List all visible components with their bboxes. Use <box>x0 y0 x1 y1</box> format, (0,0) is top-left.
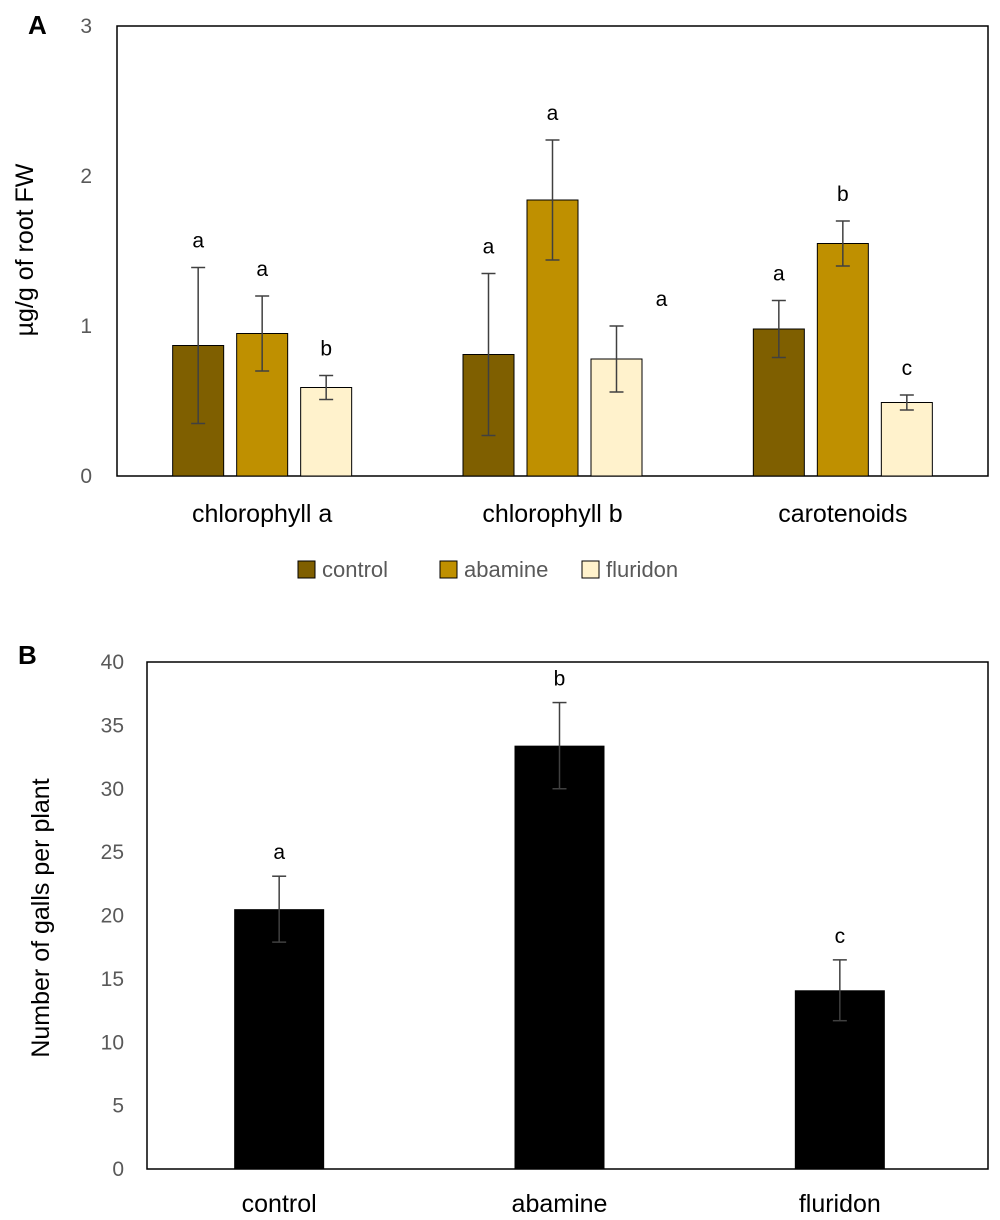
panel-b-y-ticks: 0 5 10 15 20 25 30 35 40 <box>101 651 124 1181</box>
panel-a-significance-letter: a <box>256 258 268 281</box>
panel-a-legend-item-abamine: abamine <box>439 557 548 582</box>
panel-a-legend-label: fluridon <box>606 557 678 582</box>
panel-b-letter: B <box>18 640 37 670</box>
panel-a-y-tick-label: 0 <box>80 465 92 488</box>
panel-a-bar-fluridon <box>300 387 353 477</box>
panel-a-error-bars <box>191 139 914 437</box>
panel-a-significance-letter: b <box>837 183 849 206</box>
panel-a-letter: A <box>28 10 47 40</box>
panel-b: B Number of galls per plant 0 5 10 15 20 25 30… <box>18 640 989 1218</box>
panel-a-legend-swatch <box>439 560 458 579</box>
panel-a-significance-letter: a <box>192 230 204 253</box>
panel-a-bar-abamine <box>526 199 579 477</box>
panel-a: A µg/g of root FW 0 1 2 3 a a b a a a a b c chlorop… <box>11 10 989 582</box>
panel-b-category-labels: control abamine fluridon <box>242 1190 881 1218</box>
panel-b-category-label: control <box>242 1190 317 1218</box>
panel-b-y-tick-label: 0 <box>112 1158 124 1181</box>
panel-b-category-label: abamine <box>512 1190 608 1218</box>
panel-a-y-axis-label: µg/g of root FW <box>11 163 39 336</box>
panel-a-y-ticks: 0 1 2 3 <box>80 15 92 488</box>
panel-a-significance-letter: c <box>902 357 913 380</box>
panel-b-y-tick-label: 15 <box>101 968 124 991</box>
panel-a-bars <box>172 199 933 477</box>
panel-b-significance-letter: b <box>554 668 566 691</box>
panel-a-significance-letter: a <box>656 288 668 311</box>
panel-b-bar <box>234 909 325 1169</box>
panel-b-category-label: fluridon <box>799 1190 881 1218</box>
panel-a-category-label: carotenoids <box>778 500 907 528</box>
panel-a-category-label: chlorophyll a <box>192 500 332 528</box>
panel-a-y-tick-label: 2 <box>80 165 92 188</box>
panel-a-legend-swatch <box>297 560 316 579</box>
panel-b-y-tick-label: 5 <box>112 1095 124 1118</box>
panel-a-legend-label: control <box>322 557 388 582</box>
panel-b-y-tick-label: 40 <box>101 651 124 674</box>
panel-a-y-tick-label: 3 <box>80 15 92 38</box>
panel-a-significance-letter: a <box>483 236 495 259</box>
panel-b-significance-letter: a <box>273 841 285 864</box>
panel-a-significance-letter: a <box>547 102 559 125</box>
panel-a-bar-abamine <box>816 243 869 477</box>
panel-b-significance-letters: a b c <box>273 668 845 948</box>
panel-b-y-tick-label: 30 <box>101 778 124 801</box>
panel-a-legend-item-fluridon: fluridon <box>581 557 678 582</box>
panel-b-bars <box>234 745 885 1169</box>
panel-a-y-tick-label: 1 <box>80 315 92 338</box>
panel-a-legend-item-control: control <box>297 557 388 582</box>
panel-b-error-bars <box>272 701 847 1022</box>
panel-a-category-labels: chlorophyll a chlorophyll b carotenoids <box>192 500 907 528</box>
panel-b-y-tick-label: 20 <box>101 905 124 928</box>
panel-a-category-label: chlorophyll b <box>482 500 622 528</box>
panel-b-significance-letter: c <box>835 925 846 948</box>
panel-b-y-axis-label: Number of galls per plant <box>27 778 55 1057</box>
panel-a-bar-fluridon <box>880 402 933 477</box>
panel-b-y-tick-label: 35 <box>101 714 124 737</box>
panel-a-significance-letter: a <box>773 263 785 286</box>
panel-a-legend-swatch <box>581 560 600 579</box>
panel-b-y-tick-label: 10 <box>101 1031 124 1054</box>
panel-a-legend: control abamine fluridon <box>297 557 678 582</box>
panel-a-legend-label: abamine <box>464 557 548 582</box>
panel-a-significance-letters: a a b a a a a b c <box>192 102 912 380</box>
panel-b-y-tick-label: 25 <box>101 841 124 864</box>
panel-b-bar <box>514 745 605 1169</box>
panel-a-significance-letter: b <box>320 338 332 361</box>
